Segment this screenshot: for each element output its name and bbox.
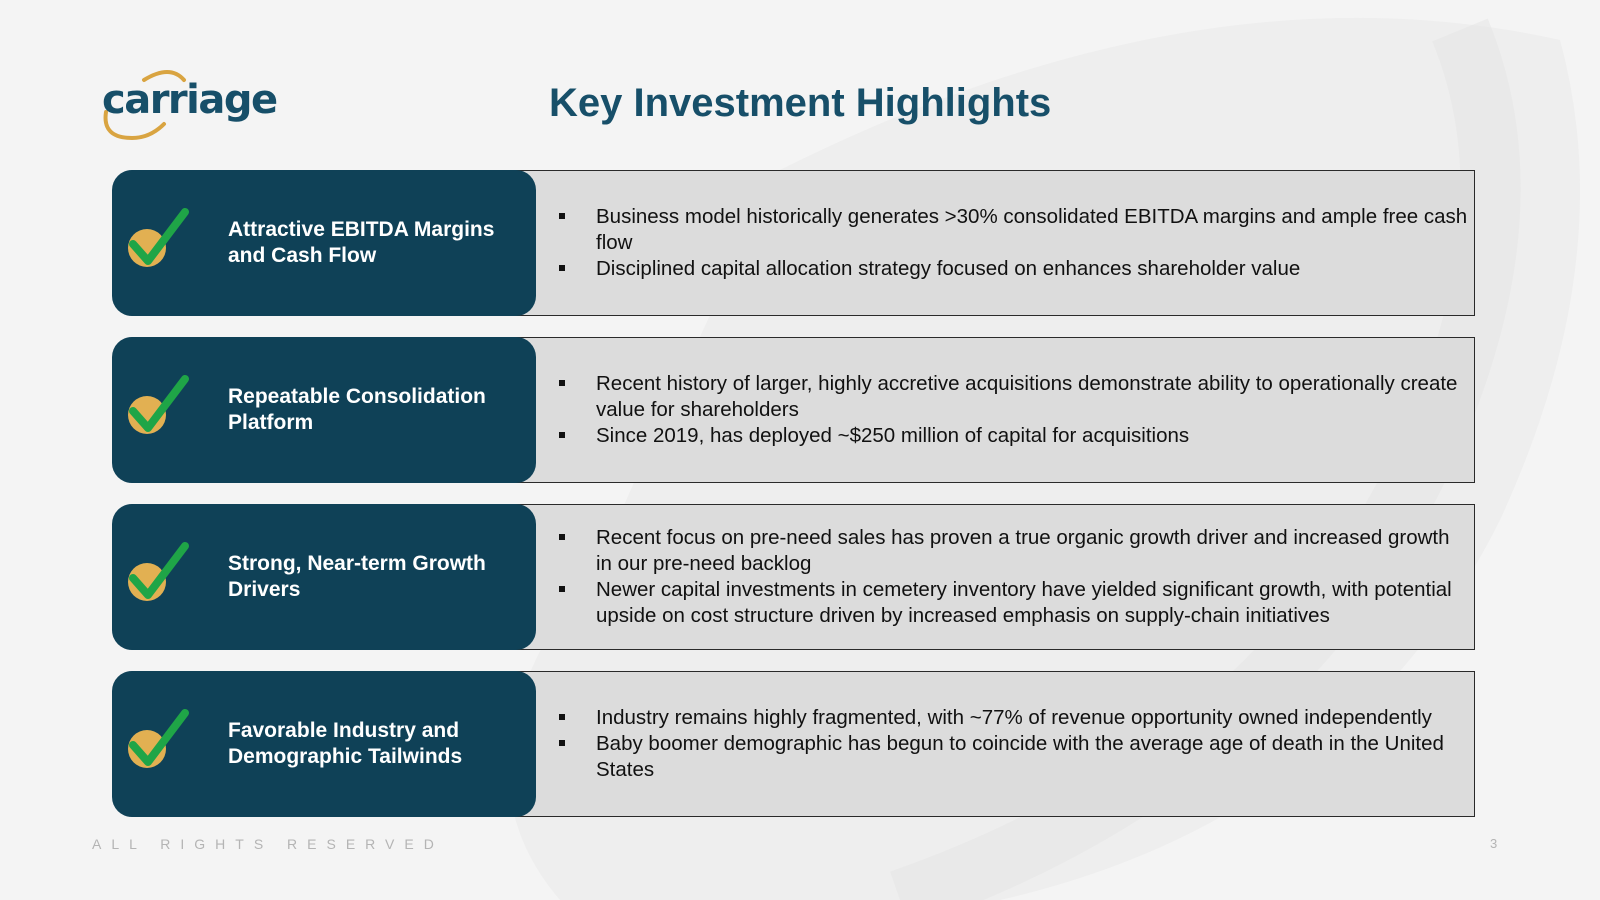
bullet-item: Disciplined capital allocation strategy … [558,256,1468,282]
highlight-bullets: Business model historically generates >3… [558,170,1468,316]
highlight-label-panel: Favorable Industry and Demographic Tailw… [112,671,536,817]
carriage-logo: carriage [100,66,278,146]
highlight-row-3: Strong, Near-term Growth Drivers Recent … [112,504,1475,650]
bullet-item: Baby boomer demographic has begun to coi… [558,731,1468,783]
highlight-label: Strong, Near-term Growth Drivers [228,552,486,601]
checkmark-icon [128,709,189,768]
bullet-item: Since 2019, has deployed ~$250 million o… [558,423,1468,449]
bullet-item: Newer capital investments in cemetery in… [558,577,1468,629]
highlight-row-1: Attractive EBITDA Margins and Cash Flow … [112,170,1475,316]
highlight-bullets: Recent history of larger, highly accreti… [558,337,1468,483]
highlight-label: Favorable Industry and Demographic Tailw… [228,719,463,768]
highlight-bullets: Industry remains highly fragmented, with… [558,671,1468,817]
page-number: 3 [1490,836,1498,851]
highlight-label-panel: Strong, Near-term Growth Drivers [112,504,536,650]
bullet-item: Industry remains highly fragmented, with… [558,705,1468,731]
highlight-bullets: Recent focus on pre-need sales has prove… [558,504,1468,650]
bullet-item: Business model historically generates >3… [558,204,1468,256]
logo-wordmark: carriage [102,77,278,123]
highlight-label: Repeatable Consolidation Platform [228,385,486,434]
page-title: Key Investment Highlights [549,81,1052,125]
highlight-label-panel: Attractive EBITDA Margins and Cash Flow [112,170,536,316]
checkmark-icon [128,375,189,434]
logo-ring-icon [103,70,186,141]
checkmark-icon [128,208,189,267]
highlight-label: Attractive EBITDA Margins and Cash Flow [228,218,495,267]
bullet-item: Recent focus on pre-need sales has prove… [558,525,1468,577]
bullet-item: Recent history of larger, highly accreti… [558,371,1468,423]
highlight-row-4: Favorable Industry and Demographic Tailw… [112,671,1475,817]
highlight-label-panel: Repeatable Consolidation Platform [112,337,536,483]
checkmark-icon [128,542,189,601]
highlight-row-2: Repeatable Consolidation Platform Recent… [112,337,1475,483]
footer-rights-text: ALL RIGHTS RESERVED [92,836,444,852]
